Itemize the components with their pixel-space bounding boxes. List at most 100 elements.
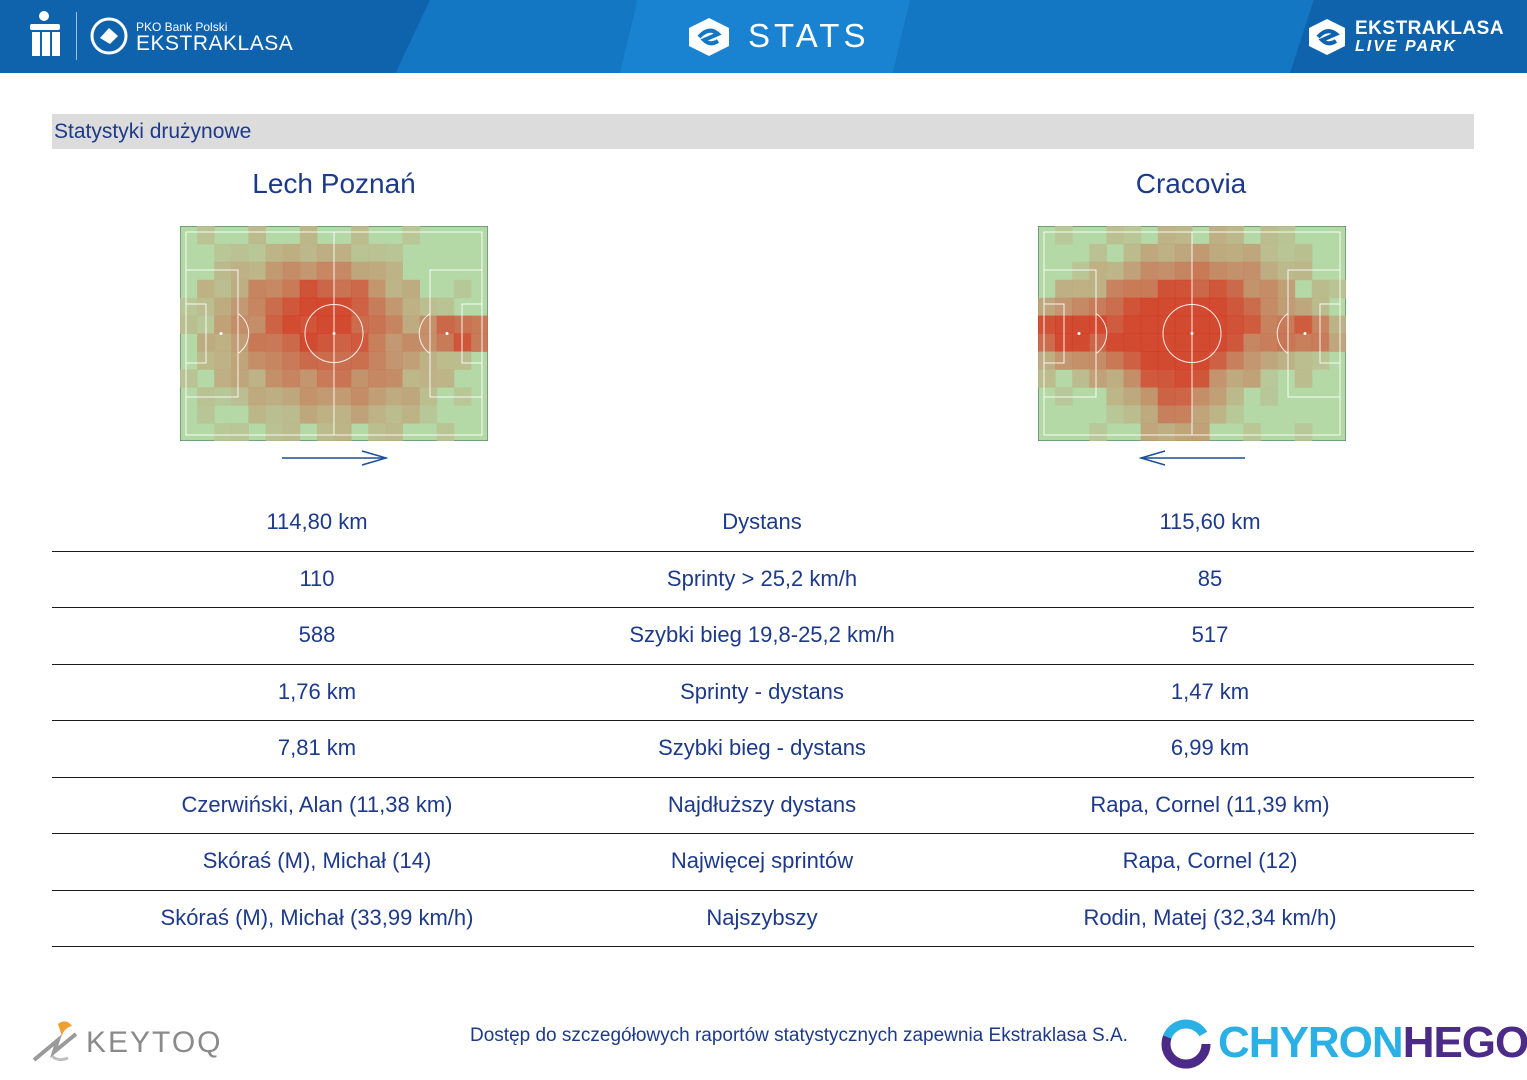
stat-label: Szybki bieg 19,8-25,2 km/h	[629, 622, 895, 647]
heatmap-cell	[351, 405, 369, 424]
heatmap-cell	[1226, 315, 1244, 334]
heatmap-cell	[385, 369, 403, 388]
heatmap-cell	[1243, 369, 1261, 388]
heatmap-right	[1038, 226, 1346, 441]
heatmap-cell	[299, 297, 318, 317]
heatmap-cell	[402, 333, 420, 352]
heatmap-cell	[282, 333, 301, 352]
heatmap-cell	[351, 387, 369, 406]
heatmap-cell	[1311, 333, 1330, 352]
heatmap-cell	[351, 351, 369, 370]
heatmap-cell	[1038, 315, 1056, 334]
heatmap-cell	[299, 279, 318, 299]
heatmap-cell	[197, 279, 215, 299]
heatmap-cell	[265, 297, 284, 317]
heatmap-cell	[1089, 333, 1107, 352]
heatmap-cell	[299, 405, 318, 424]
stat-right-value: 1,47 km	[1170, 678, 1250, 704]
heatmap-cell	[248, 333, 266, 352]
heatmap-cell	[1311, 351, 1330, 370]
stat-label: Sprinty > 25,2 km/h	[666, 565, 858, 591]
stat-row-distance: 114,80 km Dystans 115,60 km	[52, 495, 1474, 552]
heatmap-cell	[316, 351, 335, 370]
heatmap-cell	[1209, 333, 1227, 352]
stat-right-value: Rodin, Matej (32,34 km/h)	[1083, 904, 1337, 930]
footer-note: Dostęp do szczegółowych raportów statyst…	[470, 1025, 1128, 1046]
heatmap-cell	[385, 261, 403, 281]
stat-right-value: 6,99 km	[1170, 735, 1250, 760]
heatmap-cell	[265, 387, 284, 406]
heatmap-cell	[282, 279, 301, 299]
heatmap-cell	[1294, 315, 1313, 334]
heatmap-cell	[265, 351, 284, 370]
heatmap-cell	[214, 297, 232, 317]
heatmap-cell	[1294, 369, 1313, 388]
heatmap-cell	[1243, 297, 1261, 317]
heatmap-cell	[1140, 243, 1159, 263]
heatmap-cell	[180, 315, 198, 334]
heatmap-cell	[334, 279, 352, 299]
heatmap-cell	[231, 387, 249, 406]
header-brand-small: PKO Bank Polski	[136, 20, 228, 34]
heatmap-cell	[1106, 405, 1124, 424]
heatmap-cell	[419, 351, 438, 370]
page-title: STATS	[748, 17, 870, 54]
heatmap-cell	[316, 297, 335, 317]
heatmap-cell	[402, 351, 420, 370]
heatmap-cell	[1072, 351, 1090, 370]
heatmap-cell	[1243, 423, 1261, 441]
heatmap-cell	[1226, 369, 1244, 388]
chyronhego-logo-icon	[1161, 1019, 1211, 1069]
stat-label: Szybki bieg - dystans	[658, 735, 866, 760]
heatmap-cell	[1243, 351, 1261, 370]
heatmap-cell	[316, 243, 335, 263]
heatmap-cell	[1277, 261, 1296, 281]
heatmap-cell	[1123, 226, 1142, 245]
heatmap-cell	[316, 369, 335, 388]
stats-table: 114,80 km Dystans 115,60 km 110 Sprinty …	[52, 495, 1474, 947]
heatmap-cell	[1294, 297, 1313, 317]
heatmap-cell	[334, 351, 352, 370]
heatmap-cell	[1209, 351, 1227, 370]
heatmap-cell	[1072, 279, 1090, 299]
heatmap-cell	[436, 423, 455, 441]
heatmap-cell	[1038, 369, 1056, 388]
heatmap-cell	[1209, 243, 1227, 263]
heatmap-cell	[1277, 315, 1296, 334]
heatmap-cell	[1260, 351, 1278, 370]
heatmap-cell	[385, 423, 403, 441]
header-brand-big: EKSTRAKLASA	[136, 32, 294, 55]
heatmap-cell	[1243, 279, 1261, 299]
heatmap-cell	[402, 387, 420, 406]
heatmap-cell	[1174, 333, 1193, 352]
heatmap-cell	[1243, 243, 1261, 263]
heatmap-cell	[453, 351, 472, 370]
heatmap-cell	[214, 243, 232, 263]
live-park-logo-icon	[1309, 19, 1345, 55]
heatmap-cell	[368, 369, 386, 388]
heatmap-cell	[1209, 369, 1227, 388]
heatmap-cell	[214, 351, 232, 370]
heatmap-cell	[1192, 279, 1210, 299]
heatmap-cell	[214, 261, 232, 281]
heatmap-cell	[299, 333, 318, 352]
heatmap-cell	[299, 226, 318, 245]
heatmap-cell	[385, 279, 403, 299]
heatmap-cell	[265, 369, 284, 388]
heatmap-cell	[1260, 243, 1278, 263]
heatmap-cell	[1123, 333, 1142, 352]
heatmap-cell	[1072, 261, 1090, 281]
heatmap-cell	[334, 297, 352, 317]
heatmap-cell	[1140, 333, 1159, 352]
heatmap-cell	[1089, 279, 1107, 299]
heatmap-cell	[1192, 369, 1210, 388]
stat-left-value: Skóraś (M), Michał (33,99 km/h)	[160, 904, 474, 930]
heatmap-cell	[231, 369, 249, 388]
section-bar: Statystyki drużynowe	[52, 114, 1474, 149]
attack-direction-left-icon	[1138, 450, 1245, 466]
heatmap-cell	[1192, 351, 1210, 370]
heatmap-cell	[1089, 243, 1107, 263]
heatmap-cell	[1089, 261, 1107, 281]
stat-row-sprints: 110 Sprinty > 25,2 km/h 85	[52, 552, 1474, 608]
heatmap-cell	[299, 369, 318, 388]
